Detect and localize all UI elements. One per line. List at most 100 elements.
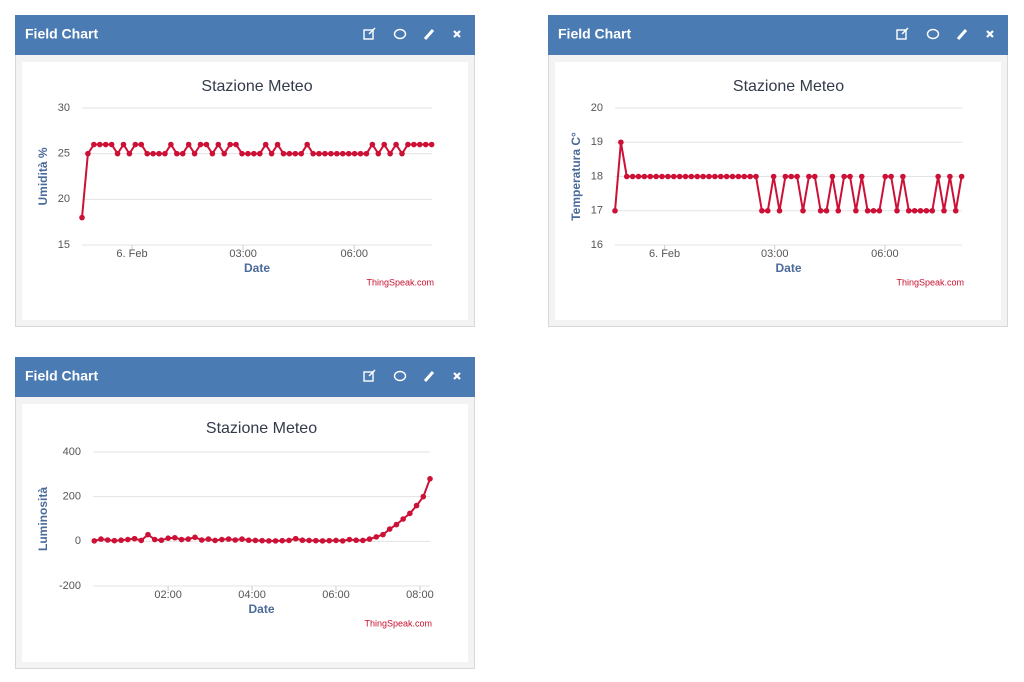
data-point [353, 537, 359, 544]
data-point [847, 173, 853, 180]
data-point [299, 537, 306, 544]
x-tick-label: 06:00 [871, 248, 899, 260]
data-point [259, 537, 265, 544]
data-point [929, 207, 936, 214]
comment-icon[interactable] [393, 28, 407, 40]
data-point [345, 150, 352, 157]
x-tick-label: 02:00 [154, 589, 182, 601]
data-point [131, 535, 138, 542]
data-point [629, 173, 636, 180]
widget-header [15, 357, 475, 397]
data-point [373, 534, 380, 540]
data-point [788, 173, 795, 180]
close-icon[interactable] [453, 372, 461, 380]
chart-title: Stazione Meteo [206, 420, 317, 437]
data-point [952, 207, 959, 214]
data-point [221, 150, 228, 157]
data-point [209, 150, 216, 157]
data-point [319, 538, 326, 544]
data-point [911, 207, 918, 214]
data-point [279, 537, 286, 544]
x-tick-label: 03:00 [761, 248, 789, 260]
data-point [108, 141, 115, 148]
data-point [811, 173, 818, 180]
comment-icon[interactable] [926, 28, 940, 40]
open-icon-arrow [368, 369, 376, 377]
y-axis-title: Umidità % [36, 147, 50, 205]
open-icon[interactable] [363, 29, 374, 40]
widget: Field Chart Stazione Meteo 15 20 25 30 6. Feb 0… [15, 15, 475, 327]
chart-title: Stazione Meteo [733, 78, 844, 95]
data-point [635, 173, 642, 180]
open-icon[interactable] [896, 29, 907, 40]
data-point [623, 173, 630, 180]
data-point [876, 207, 883, 214]
data-point [172, 534, 178, 541]
data-point [256, 150, 263, 157]
data-point [405, 141, 411, 148]
data-point [91, 141, 97, 148]
data-point [197, 141, 204, 148]
comment-icon[interactable] [393, 370, 407, 382]
x-tick-label: 6. Feb [116, 248, 147, 260]
edit-icon[interactable] [956, 29, 968, 40]
x-axis-title: Date [775, 261, 801, 275]
data-point [79, 214, 85, 221]
data-point [853, 207, 859, 214]
chart-title: Stazione Meteo [201, 78, 312, 95]
data-point [407, 510, 413, 517]
data-point [782, 173, 789, 180]
x-tick-label: 08:00 [406, 589, 434, 601]
data-point [735, 173, 742, 180]
data-point [823, 207, 830, 214]
data-point [156, 150, 162, 157]
y-tick-label: 30 [58, 102, 70, 114]
widget: Field Chart Stazione Meteo 16 17 18 19 20 6. Fe… [548, 15, 1008, 327]
data-point [225, 536, 232, 542]
header-icons [896, 27, 994, 40]
data-point [947, 173, 953, 180]
data-point [227, 141, 233, 148]
data-point [386, 526, 393, 532]
y-tick-label: 16 [591, 239, 603, 251]
close-icon[interactable] [453, 30, 461, 38]
data-point [712, 173, 718, 180]
data-point [266, 538, 272, 544]
data-point [665, 173, 671, 180]
data-point [741, 173, 748, 180]
x-axis-title: Date [244, 261, 270, 275]
data-point [723, 173, 730, 180]
data-point [829, 173, 836, 180]
data-point [292, 535, 299, 542]
data-point [96, 141, 103, 148]
data-point [641, 173, 648, 180]
data-point [198, 537, 205, 543]
data-point [770, 173, 777, 180]
data-point [351, 150, 358, 157]
open-icon[interactable] [363, 371, 374, 382]
data-point [233, 141, 239, 148]
widget-title: Field Chart [558, 26, 631, 42]
data-point [653, 173, 659, 180]
data-point [729, 173, 736, 180]
open-icon-arrow [901, 27, 909, 35]
data-point [333, 537, 339, 544]
data-point [935, 173, 941, 180]
data-point [215, 141, 222, 148]
data-point [179, 150, 186, 157]
x-tick-label: 03:00 [229, 248, 257, 260]
data-point [313, 537, 319, 544]
data-point [363, 150, 370, 157]
header-icons [363, 27, 461, 40]
data-point [150, 150, 156, 157]
data-point [413, 502, 420, 509]
edit-icon[interactable] [423, 29, 435, 40]
data-point [411, 141, 417, 148]
data-point [894, 207, 900, 214]
x-tick-label: 06:00 [340, 248, 368, 260]
close-icon[interactable] [986, 30, 994, 38]
data-point [104, 537, 111, 543]
data-point [870, 207, 877, 214]
data-point [174, 150, 180, 157]
edit-icon[interactable] [423, 371, 435, 382]
